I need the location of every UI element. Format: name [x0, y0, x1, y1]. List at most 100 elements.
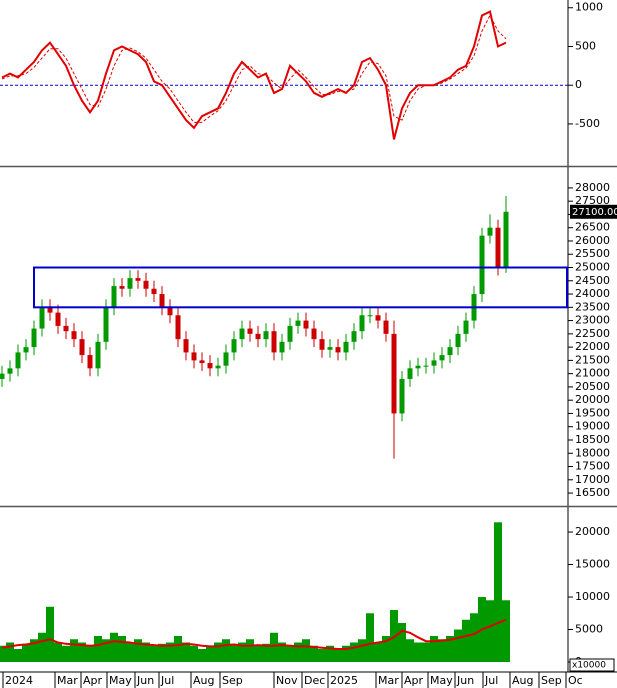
- candle-body: [479, 235, 485, 295]
- candle-body: [0, 373, 5, 379]
- candle-body: [367, 315, 373, 317]
- x-tick-label: Sep: [222, 674, 243, 687]
- candle-body: [335, 347, 341, 353]
- candle-body: [223, 352, 229, 366]
- volume-bar: [294, 642, 302, 662]
- volume-bar: [246, 639, 254, 662]
- x-tick-label: Apr: [83, 674, 103, 687]
- y-tick-label: 28000: [575, 181, 610, 194]
- y-tick-label: 15000: [575, 558, 610, 571]
- last-price-label: 27100.00: [572, 207, 617, 218]
- candle-body: [47, 307, 53, 313]
- y-tick-label: 20000: [575, 393, 610, 406]
- y-tick-label: 21500: [575, 353, 610, 366]
- volume-bar: [254, 645, 262, 662]
- candle-body: [415, 365, 421, 369]
- volume-bar: [110, 632, 118, 662]
- candle-body: [463, 320, 469, 334]
- candle-body: [95, 341, 101, 369]
- volume-bar: [62, 645, 70, 662]
- x-tick-label: 2025: [330, 674, 358, 687]
- volume-bar: [142, 642, 150, 662]
- volume-bar: [38, 632, 46, 662]
- y-tick-label: 20500: [575, 380, 610, 393]
- candle-body: [151, 288, 157, 295]
- y-tick-label: 19500: [575, 406, 610, 419]
- y-tick-label: -500: [575, 117, 600, 130]
- candle-body: [271, 331, 277, 353]
- candle-body: [23, 347, 29, 353]
- y-tick-label: 17500: [575, 460, 610, 473]
- y-tick-label: 22000: [575, 340, 610, 353]
- volume-bar: [158, 643, 166, 662]
- y-tick-label: 0: [575, 78, 582, 91]
- candle-body: [119, 286, 125, 289]
- last-price-box: [570, 204, 617, 219]
- candle-body: [319, 339, 325, 350]
- candle-body: [455, 333, 461, 348]
- volume-bar: [94, 636, 102, 662]
- y-tick-label: 18500: [575, 433, 610, 446]
- candle-body: [359, 315, 365, 332]
- oscillator-line: [1, 10, 507, 140]
- volume-bar: [470, 613, 478, 662]
- volume-bar: [414, 642, 422, 662]
- x-tick-label: Nov: [276, 674, 298, 687]
- candle-body: [79, 339, 85, 356]
- candle-body: [375, 315, 381, 321]
- volume-bar: [190, 645, 198, 662]
- y-tick-label: 24000: [575, 287, 610, 300]
- volume-bar: [70, 639, 78, 662]
- y-tick-label: 18000: [575, 446, 610, 459]
- x-tick-label: Jun: [456, 674, 474, 687]
- y-tick-label: 21000: [575, 367, 610, 380]
- resistance-box: [33, 266, 568, 309]
- candle-body: [191, 352, 197, 361]
- candle-body: [407, 368, 413, 379]
- y-tick-label: 23000: [575, 314, 610, 327]
- scale-label: x10000: [572, 661, 606, 671]
- volume-bar: [406, 639, 414, 662]
- y-tick-label: 25500: [575, 247, 610, 260]
- y-tick-label: 10000: [575, 590, 610, 603]
- volume-bar: [214, 642, 222, 662]
- volume-bar: [182, 642, 190, 662]
- volume-bar: [118, 636, 126, 662]
- y-tick-label: 23500: [575, 300, 610, 313]
- volume-bar: [0, 645, 6, 662]
- x-tick-label: Apr: [404, 674, 424, 687]
- y-tick-label: 19000: [575, 420, 610, 433]
- x-tick-label: Oc: [568, 674, 583, 687]
- volume-bar: [366, 613, 374, 662]
- candle-body: [15, 352, 21, 369]
- candle-body: [503, 211, 509, 268]
- candle-body: [239, 328, 245, 340]
- x-tick-label: Mar: [57, 674, 78, 687]
- x-tick-label: Dec: [304, 674, 325, 687]
- candle-body: [127, 278, 133, 289]
- signal-line: [1, 14, 507, 123]
- candle-body: [495, 227, 501, 268]
- candle-body: [303, 320, 309, 329]
- x-tick-label: Jul: [160, 674, 174, 687]
- volume-bar: [222, 639, 230, 662]
- scale-label-box: [569, 658, 615, 672]
- x-tick-label: Mar: [378, 674, 399, 687]
- y-tick-label: 17000: [575, 473, 610, 486]
- candle-body: [87, 355, 93, 369]
- volume-bar: [286, 645, 294, 662]
- volume-bar: [102, 639, 110, 662]
- candle-body: [423, 365, 429, 367]
- candle-body: [311, 328, 317, 340]
- volume-bar: [302, 639, 310, 662]
- volume-bar: [54, 642, 62, 662]
- y-tick-label: 26500: [575, 221, 610, 234]
- y-tick-label: 1000: [575, 1, 603, 14]
- x-tick-label: May: [109, 674, 132, 687]
- candle-body: [287, 325, 293, 342]
- volume-bar: [398, 623, 406, 662]
- volume-bar: [438, 639, 446, 662]
- x-tick-label: 2024: [5, 674, 33, 687]
- candle-body: [111, 286, 117, 308]
